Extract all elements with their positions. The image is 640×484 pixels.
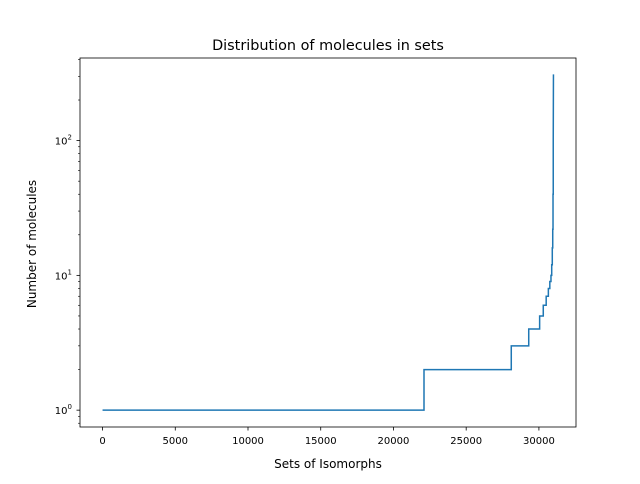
y-tick-label-exponent: 0 <box>68 403 72 411</box>
y-tick-label: 101 <box>55 268 72 282</box>
x-tick-label: 10000 <box>232 436 264 447</box>
y-tick-label-base: 10 <box>55 137 68 148</box>
plot-frame <box>79 57 577 428</box>
y-axis-label: Number of molecules <box>25 180 39 308</box>
x-tick-label: 0 <box>99 436 105 447</box>
x-axis-label: Sets of Isomorphs <box>274 457 382 471</box>
series-layer <box>102 74 555 411</box>
x-tick-label: 25000 <box>450 436 482 447</box>
x-tick-label: 15000 <box>305 436 337 447</box>
y-tick-label-base: 10 <box>55 406 68 417</box>
y-tick-label-base: 10 <box>55 271 68 282</box>
x-tick-label: 5000 <box>163 436 188 447</box>
chart-title: Distribution of molecules in sets <box>212 38 444 54</box>
x-tick-label: 20000 <box>378 436 410 447</box>
series-line <box>102 74 555 411</box>
y-tick-label: 102 <box>55 134 72 148</box>
y-tick-label: 100 <box>55 403 72 417</box>
y-tick-label-exponent: 2 <box>68 134 72 142</box>
x-ticks: 0 5000 10000 15000 20000 25000 30000 <box>99 427 555 447</box>
y-tick-label-exponent: 1 <box>68 268 72 276</box>
x-tick-label: 30000 <box>523 436 555 447</box>
